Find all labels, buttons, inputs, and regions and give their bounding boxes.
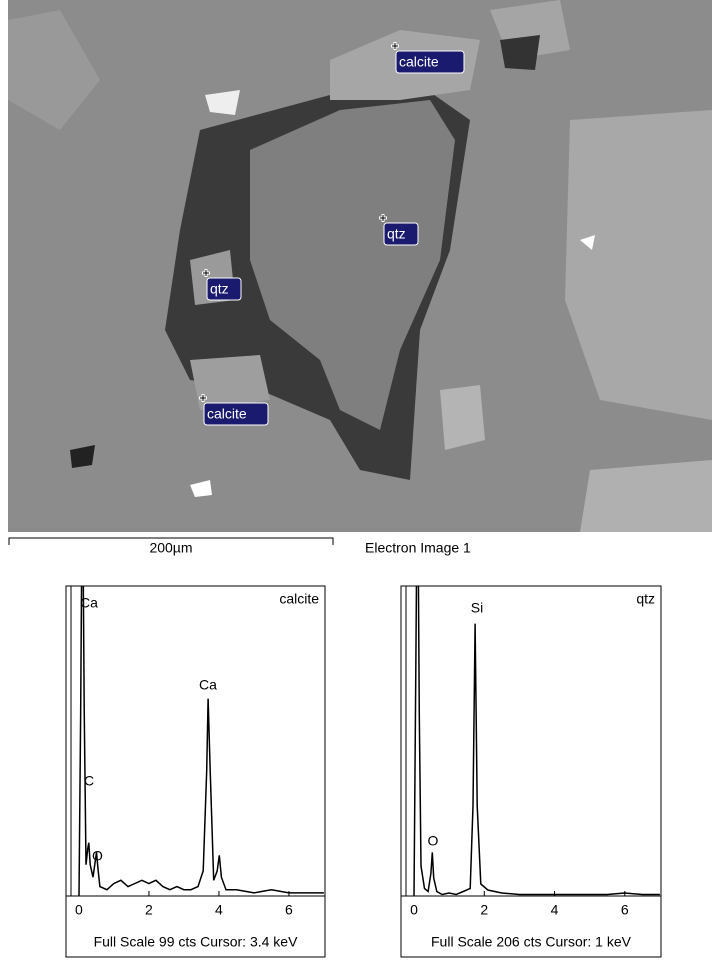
scale: 200µm Electron Image 1 bbox=[9, 538, 471, 556]
sem-image bbox=[8, 0, 712, 532]
x-tick-label: 4 bbox=[551, 902, 559, 918]
peak-label: Ca bbox=[199, 677, 217, 693]
x-tick-label: 0 bbox=[75, 902, 83, 918]
x-tick-label: 4 bbox=[215, 902, 223, 918]
chart-title: calcite bbox=[279, 591, 319, 607]
scale-bar-label: 200µm bbox=[149, 540, 192, 556]
peak-label: Si bbox=[471, 600, 483, 616]
point-label: qtz bbox=[210, 281, 229, 297]
chart-title: qtz bbox=[636, 591, 655, 607]
x-tick-label: 6 bbox=[285, 902, 293, 918]
x-tick-label: 2 bbox=[145, 902, 153, 918]
chart-footer: Full Scale 99 cts Cursor: 3.4 keV bbox=[94, 934, 299, 950]
point-label: qtz bbox=[387, 226, 406, 242]
point-label: calcite bbox=[207, 406, 247, 422]
point-label: calcite bbox=[399, 54, 439, 70]
spectrum-chart: 0 2 4 6 calcite Full Scale 99 cts Cursor: 3.4… bbox=[66, 458, 325, 957]
chart-footer: Full Scale 206 cts Cursor: 1 keV bbox=[431, 934, 632, 950]
peak-label: O bbox=[428, 833, 439, 849]
figure: 200µm Electron Image 1 calcite qtz qtz calc… bbox=[0, 0, 712, 961]
x-tick-label: 2 bbox=[480, 902, 488, 918]
x-tick-label: 6 bbox=[621, 902, 629, 918]
image-caption: Electron Image 1 bbox=[365, 540, 471, 556]
x-tick-label: 0 bbox=[410, 902, 418, 918]
